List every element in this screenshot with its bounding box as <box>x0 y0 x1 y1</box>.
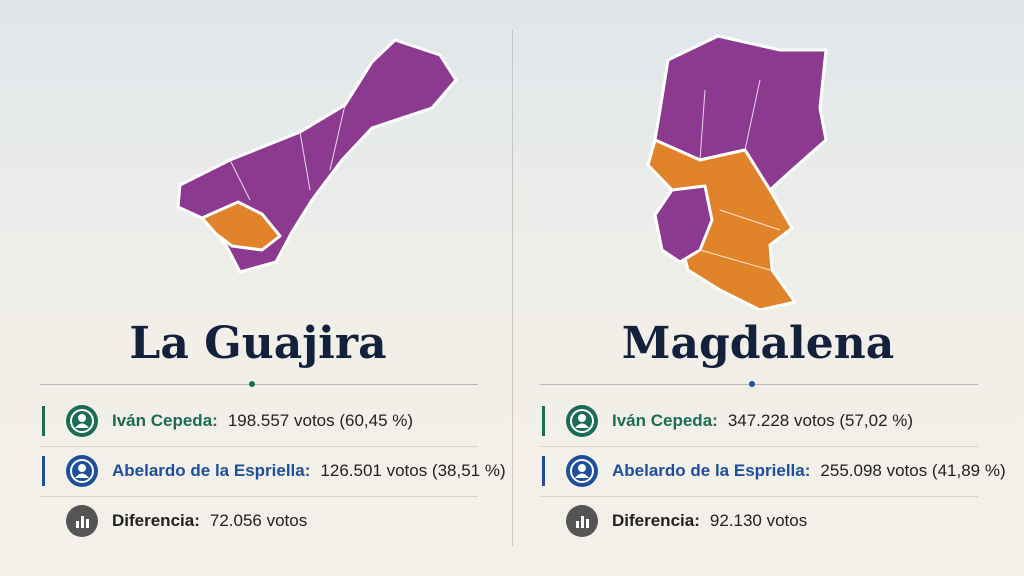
row-accent <box>42 456 45 486</box>
row-icon <box>566 455 598 487</box>
result-row: Diferencia: 92.130 votos <box>612 504 807 538</box>
vote-result: 72.056 votos <box>209 511 308 530</box>
row-separator <box>540 446 978 447</box>
rule <box>40 384 478 385</box>
map-region <box>653 184 714 264</box>
row-accent <box>542 456 545 486</box>
map-borders <box>229 79 781 271</box>
row-separator <box>40 496 478 497</box>
vote-result: 126.501 votos (38,51 %) <box>320 461 506 480</box>
result-row: Iván Cepeda: 198.557 votos (60,45 %) <box>112 404 413 438</box>
vote-result: 255.098 votos (41,89 %) <box>820 461 1006 480</box>
result-row: Iván Cepeda: 347.228 votos (57,02 %) <box>612 404 913 438</box>
row-separator <box>540 496 978 497</box>
divider <box>512 30 513 546</box>
vote-result: 347.228 votos (57,02 %) <box>727 411 914 430</box>
row-icon <box>566 405 598 437</box>
row-icon <box>66 405 98 437</box>
maps <box>176 34 828 310</box>
map-region <box>200 200 282 252</box>
candidate-name: Abelardo de la Espriella: <box>612 461 811 480</box>
row-accent <box>542 406 545 436</box>
row-separator <box>40 446 478 447</box>
candidate-name: Diferencia: <box>612 511 700 530</box>
candidate-name: Iván Cepeda: <box>612 411 718 430</box>
candidate-name: Diferencia: <box>112 511 200 530</box>
panel-title: La Guajira <box>129 318 387 369</box>
row-icon <box>66 505 98 537</box>
rule <box>540 384 978 385</box>
ornament-dot <box>249 381 255 387</box>
result-row: Diferencia: 72.056 votos <box>112 504 307 538</box>
candidate-name: Iván Cepeda: <box>112 411 218 430</box>
row-icon <box>566 505 598 537</box>
vote-result: 198.557 votos (60,45 %) <box>227 411 414 430</box>
row-icon <box>66 455 98 487</box>
result-row: Abelardo de la Espriella: 126.501 votos (… <box>112 454 506 488</box>
panel-title: Magdalena <box>621 318 895 369</box>
result-row: Abelardo de la Espriella: 255.098 votos (… <box>612 454 1006 488</box>
vote-result: 92.130 votos <box>709 511 808 530</box>
candidate-name: Abelardo de la Espriella: <box>112 461 311 480</box>
row-accent <box>42 406 45 436</box>
ornament-dot <box>749 381 755 387</box>
